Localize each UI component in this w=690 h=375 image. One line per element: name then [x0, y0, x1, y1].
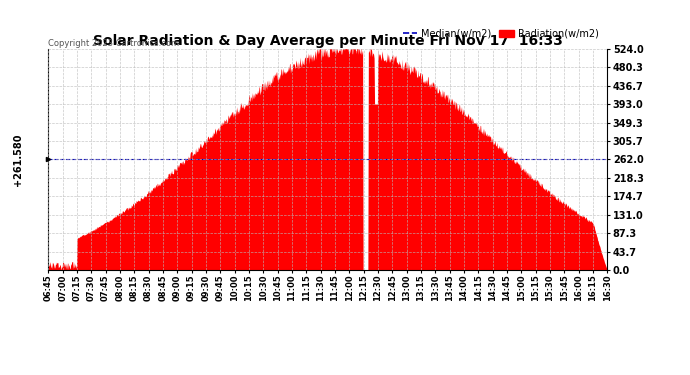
Legend: Median(w/m2), Radiation(w/m2): Median(w/m2), Radiation(w/m2) — [399, 25, 602, 43]
Text: +261.580: +261.580 — [12, 133, 23, 186]
Title: Solar Radiation & Day Average per Minute Fri Nov 17  16:33: Solar Radiation & Day Average per Minute… — [93, 34, 562, 48]
Text: Copyright 2023 Cartronics.com: Copyright 2023 Cartronics.com — [48, 39, 179, 48]
